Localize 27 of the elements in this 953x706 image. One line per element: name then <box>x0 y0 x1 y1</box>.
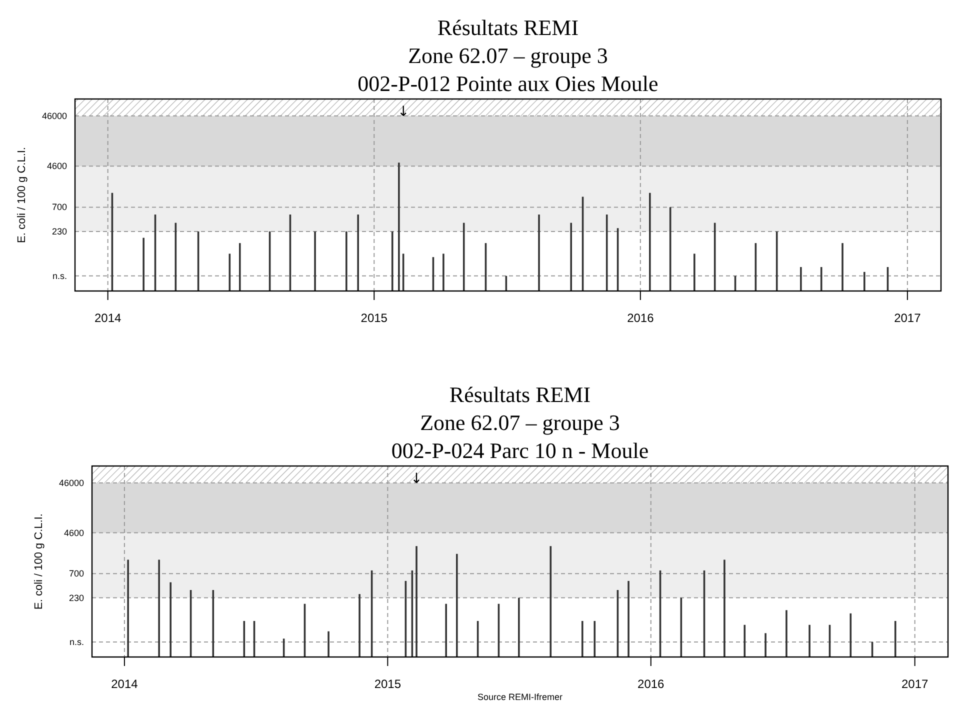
y-tick-label: 700 <box>52 202 67 212</box>
y-axis-title: E. coli / 100 g C.L.I. <box>16 147 28 243</box>
y-tick-label: 46000 <box>42 110 67 121</box>
y-tick-label: 4600 <box>46 161 67 172</box>
chart-subtitle: Zone 62.07 – groupe 3 002-P-024 Parc 10 n - Moule <box>391 410 649 463</box>
chart-subtitle: Zone 62.07 – groupe 3 002-P-012 Pointe aux Oies Moule <box>358 43 658 96</box>
y-tick-label: 4600 <box>64 528 84 538</box>
x-tick-label: 2014 <box>111 677 138 691</box>
y-tick-label: 700 <box>68 568 84 579</box>
y-axis-title: E. coli / 100 g C.L.I. <box>33 514 45 610</box>
annotation: ↓ <box>410 470 422 487</box>
x-tick-label: 2016 <box>638 677 665 691</box>
y-tick-label: n.s. <box>52 270 67 281</box>
annotation: ↓ <box>397 104 410 120</box>
x-tick-label: 2017 <box>894 311 922 325</box>
x-tick-label: 2015 <box>374 677 402 691</box>
x-tick-label: 2015 <box>360 311 388 325</box>
y-tick-label: 230 <box>52 226 67 236</box>
y-tick-label: 46000 <box>58 478 84 488</box>
source-note: Source REMI-Ifremer <box>477 692 563 702</box>
x-tick-label: 2017 <box>901 677 928 691</box>
y-tick-label: n.s. <box>69 636 84 647</box>
y-tick-label: 230 <box>68 592 84 603</box>
chart-title: Résultats REMI <box>449 382 591 407</box>
chart-title: Résultats REMI <box>437 15 579 40</box>
x-tick-label: 2014 <box>94 311 122 325</box>
x-tick-label: 2016 <box>627 311 654 325</box>
